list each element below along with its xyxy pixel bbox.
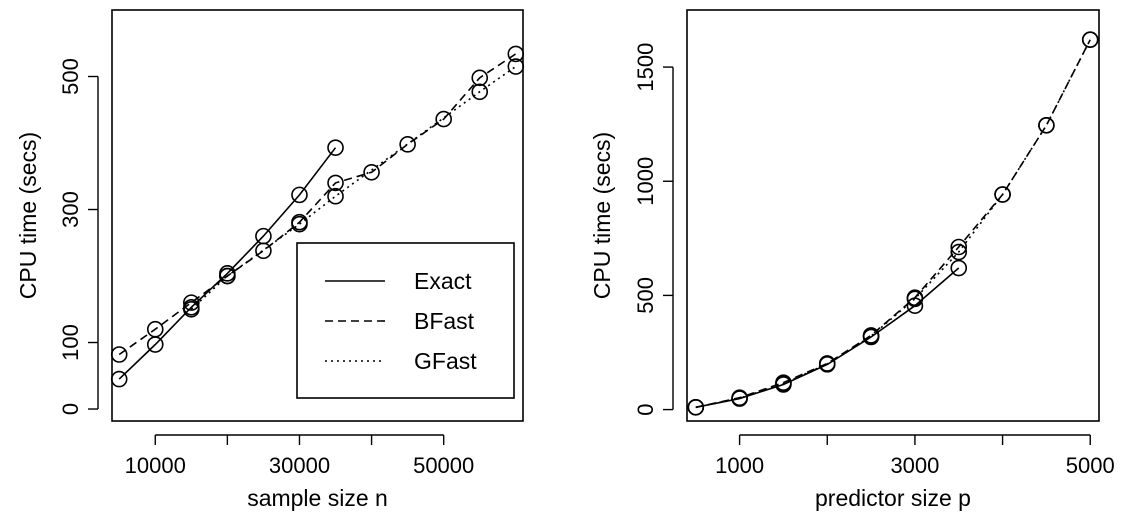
right-chart: 1000 3000 5000 predictor size p 0 500 1000 1500…	[589, 9, 1115, 511]
legend-box	[296, 242, 515, 399]
data-point-bfast	[110, 346, 128, 363]
x-tick-label: 5000	[1066, 453, 1115, 478]
x-tick-label: 50000	[413, 453, 474, 478]
data-point-bfast	[399, 136, 416, 153]
legend-label-bfast: BFast	[414, 308, 475, 334]
data-point-gfast	[327, 187, 344, 205]
left-chart: 10000 30000 50000 sample size n 0 100 300 500 CP…	[15, 9, 525, 511]
series-line-exact	[118, 147, 337, 380]
x-axis-label: sample size n	[247, 485, 388, 511]
data-point-gfast	[1038, 117, 1055, 134]
data-point-gfast	[994, 186, 1011, 203]
y-tick-label: 0	[633, 403, 658, 415]
data-point-bfast	[507, 45, 525, 63]
data-point-gfast	[687, 398, 705, 416]
y-tick-label: 300	[58, 191, 83, 228]
x-tick-label: 30000	[269, 453, 330, 478]
data-point-exact	[110, 370, 128, 388]
y-axis-label: CPU time (secs)	[589, 132, 615, 299]
y-tick-label: 0	[58, 403, 83, 415]
data-point-gfast	[906, 290, 924, 308]
x-tick-label: 1000	[715, 453, 764, 478]
data-point-gfast	[291, 215, 308, 233]
data-point-gfast	[471, 83, 489, 101]
legend-label-exact: Exact	[414, 268, 472, 294]
data-point-gfast	[731, 389, 748, 407]
data-point-bfast	[255, 242, 272, 260]
y-axis-label: CPU time (secs)	[15, 132, 41, 299]
x-tick-label: 3000	[890, 453, 939, 478]
data-point-gfast	[219, 267, 236, 285]
data-point-exact	[950, 259, 968, 277]
y-tick-label: 1000	[633, 157, 658, 206]
data-point-gfast	[183, 300, 200, 318]
data-point-gfast	[950, 243, 968, 261]
legend: Exact BFast GFast	[296, 242, 515, 399]
data-point-bfast	[363, 163, 380, 181]
data-point-exact	[291, 186, 308, 204]
data-point-gfast	[818, 355, 836, 373]
series-line-exact	[695, 267, 960, 409]
data-point-bfast	[471, 69, 489, 87]
data-point-bfast	[146, 320, 164, 338]
plot-frame	[686, 9, 1100, 422]
x-axis-label: predictor size p	[815, 485, 971, 511]
y-tick-label: 1500	[633, 43, 658, 92]
data-point-bfast	[183, 294, 200, 311]
data-point-gfast	[775, 375, 792, 392]
y-tick-label: 100	[58, 324, 83, 361]
data-point-bfast	[435, 110, 452, 128]
series-line-gfast	[695, 39, 1091, 409]
data-point-gfast	[507, 58, 525, 75]
y-tick-label: 500	[58, 58, 83, 95]
y-tick-label: 500	[633, 277, 658, 314]
series-line-bfast	[695, 39, 1091, 409]
data-point-gfast	[862, 327, 880, 345]
data-point-bfast	[327, 174, 344, 192]
data-point-exact	[327, 139, 344, 156]
x-tick-label: 10000	[125, 453, 186, 478]
data-point-gfast	[1081, 31, 1099, 48]
legend-label-gfast: GFast	[414, 348, 477, 374]
data-point-bfast	[950, 238, 968, 256]
plot-frame	[111, 9, 524, 422]
